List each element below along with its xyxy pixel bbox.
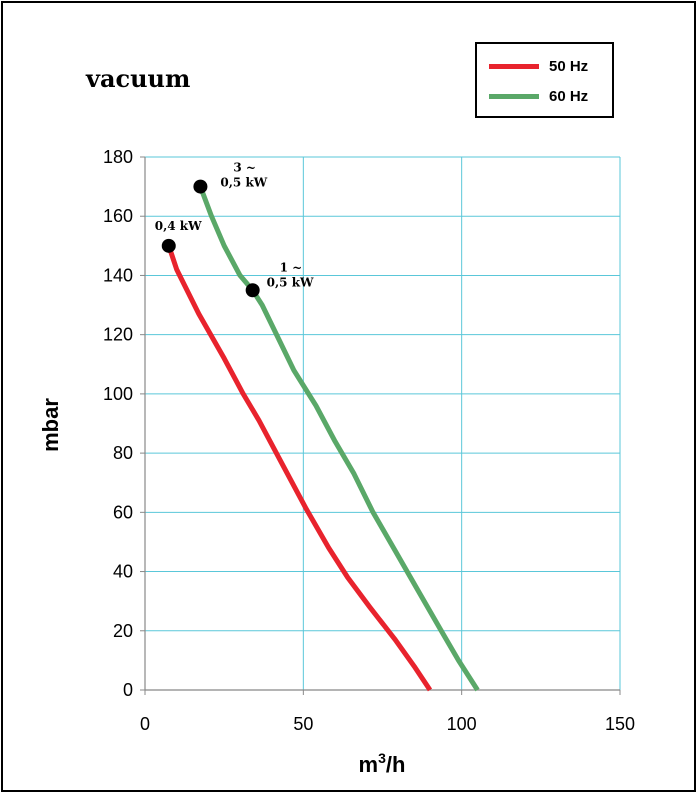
axes bbox=[140, 156, 621, 695]
x-tick-label: 0 bbox=[140, 714, 150, 734]
marker-label: 1 ~0,5 kW bbox=[267, 260, 314, 289]
marker-point bbox=[245, 283, 260, 298]
marker-point bbox=[161, 238, 176, 253]
marker-label: 0,4 kW bbox=[155, 219, 202, 233]
y-tick-label: 40 bbox=[113, 562, 133, 582]
legend-swatch-50hz bbox=[489, 63, 539, 69]
legend-label-50hz: 50 Hz bbox=[549, 57, 589, 75]
y-axis-title: mbar bbox=[38, 398, 63, 452]
y-tick-label: 180 bbox=[103, 147, 133, 167]
tick-labels: 0 20 40 60 80 100 120 140 160 180 0 50 100 150 bbox=[103, 147, 635, 734]
series-line-50hz bbox=[166, 245, 433, 692]
marker-labels: 0,4 kW 3 ~0,5 kW 1 ~0,5 kW bbox=[155, 161, 314, 290]
x-axis-title: m3/h bbox=[359, 750, 406, 777]
grid bbox=[145, 156, 621, 690]
series-line-60hz bbox=[198, 185, 480, 692]
legend: 50 Hz 60 Hz bbox=[475, 42, 614, 118]
y-tick-label: 120 bbox=[103, 325, 133, 345]
x-tick-label: 50 bbox=[293, 714, 313, 734]
markers bbox=[161, 179, 260, 298]
y-tick-label: 60 bbox=[113, 502, 133, 522]
x-tick-label: 100 bbox=[447, 714, 477, 734]
y-tick-label: 80 bbox=[113, 443, 133, 463]
legend-label-60hz: 60 Hz bbox=[549, 87, 589, 105]
x-tick-label: 150 bbox=[605, 714, 635, 734]
y-tick-label: 20 bbox=[113, 621, 133, 641]
marker-label: 3 ~0,5 kW bbox=[220, 161, 267, 190]
legend-item-50hz: 50 Hz bbox=[489, 54, 588, 78]
y-tick-label: 160 bbox=[103, 206, 133, 226]
legend-swatch-60hz bbox=[489, 93, 539, 99]
y-tick-label: 140 bbox=[103, 265, 133, 285]
series-lines bbox=[166, 185, 480, 692]
chart-title: vacuum bbox=[86, 64, 191, 93]
marker-point bbox=[193, 179, 208, 194]
legend-item-60hz: 60 Hz bbox=[489, 84, 588, 108]
y-tick-label: 0 bbox=[123, 680, 133, 700]
y-tick-label: 100 bbox=[103, 384, 133, 404]
